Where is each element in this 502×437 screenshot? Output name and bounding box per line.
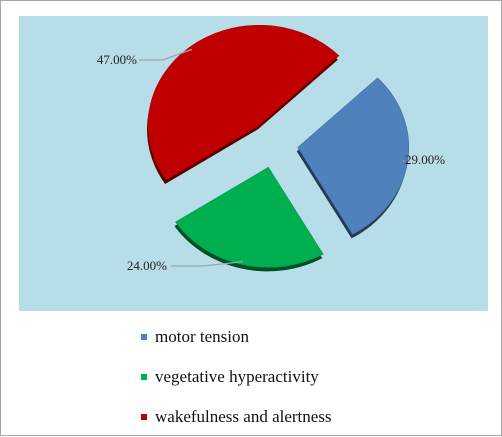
legend-swatch-motor-tension [141, 334, 147, 340]
pie-slice-face-vegetative-hyperactivity [175, 167, 323, 267]
legend-swatch-wakefulness-and-alertness [141, 414, 147, 420]
legend-swatch-vegetative-hyperactivity [141, 374, 147, 380]
legend-item-vegetative-hyperactivity: vegetative hyperactivity [141, 357, 332, 397]
legend-label-wakefulness-and-alertness: wakefulness and alertness [155, 407, 332, 427]
pie-slice-face-motor-tension [298, 78, 409, 234]
legend-label-motor-tension: motor tension [155, 327, 249, 347]
plot-area: 29.00% 24.00% 47.00% [19, 16, 488, 311]
data-label-vegetative-hyperactivity: 24.00% [127, 258, 167, 273]
legend-item-motor-tension: motor tension [141, 317, 332, 357]
data-label-motor-tension: 29.00% [405, 152, 445, 167]
legend: motor tension vegetative hyperactivity w… [141, 317, 332, 437]
pie-slice-motor-tension [297, 78, 409, 238]
legend-item-wakefulness-and-alertness: wakefulness and alertness [141, 397, 332, 437]
pie-slice-vegetative-hyperactivity [174, 167, 323, 271]
data-label-wakefulness-and-alertness: 47.00% [97, 52, 137, 67]
legend-label-vegetative-hyperactivity: vegetative hyperactivity [155, 367, 319, 387]
pie-chart: 29.00% 24.00% 47.00% [19, 16, 488, 311]
